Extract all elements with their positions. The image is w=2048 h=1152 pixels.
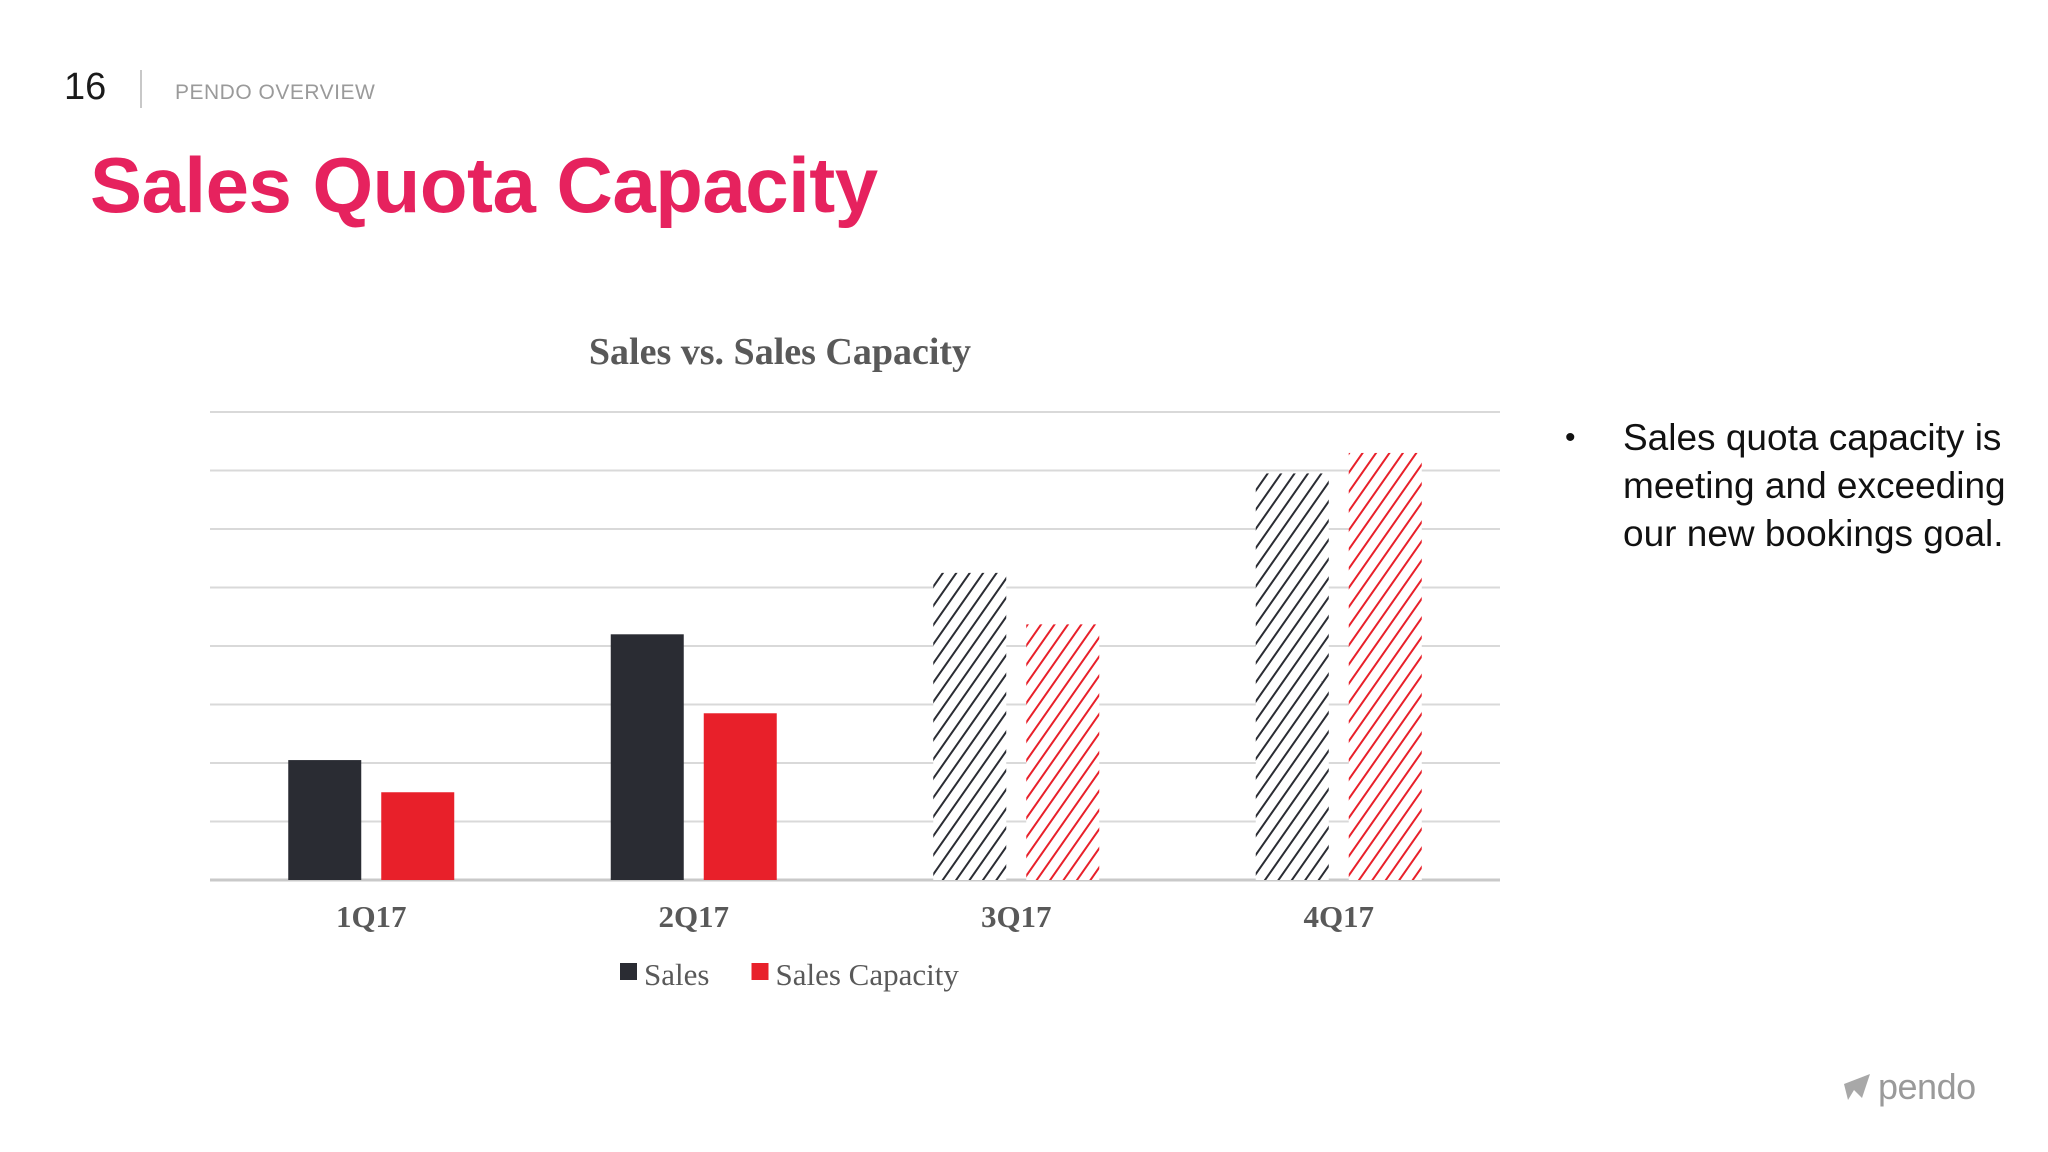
legend-swatch-sales-capacity (751, 963, 769, 980)
bar-sales-1q17 (288, 760, 362, 880)
bullet-dot-icon: • (1565, 421, 1576, 454)
pendo-logo: pendo (1840, 1066, 1976, 1108)
chart-legend: Sales Sales Capacity (620, 957, 959, 992)
bar-sales-capacity-1q17 (381, 792, 455, 880)
bullet-text: Sales quota capacity is meeting and exce… (1623, 417, 2006, 554)
bar-sales-4q17 (1255, 473, 1329, 880)
legend-label: Sales (644, 957, 709, 992)
chart-title: Sales vs. Sales Capacity (589, 331, 971, 373)
bar-sales-capacity-3q17 (1026, 624, 1100, 880)
bar-sales-capacity-4q17 (1348, 452, 1422, 880)
pendo-logo-icon (1844, 1074, 1870, 1100)
slide-title: Sales Quota Capacity (90, 141, 878, 229)
x-tick-label: 2Q17 (658, 899, 729, 934)
chart-x-ticks: 1Q17 2Q17 3Q17 4Q17 (336, 899, 1374, 934)
bar-sales-3q17 (933, 572, 1007, 880)
logo-text: pendo (1878, 1066, 1976, 1107)
x-tick-label: 3Q17 (981, 899, 1052, 934)
section-label: PENDO OVERVIEW (175, 81, 376, 104)
legend-swatch-sales (620, 963, 637, 980)
legend-label: Sales Capacity (776, 957, 960, 992)
chart-bars (288, 452, 1422, 880)
header-divider (140, 70, 142, 108)
bar-sales-capacity-2q17 (703, 713, 777, 880)
x-tick-label: 4Q17 (1303, 899, 1374, 934)
bar-sales-2q17 (610, 634, 684, 880)
x-tick-label: 1Q17 (336, 899, 407, 934)
bullet-item: • Sales quota capacity is meeting and ex… (1565, 414, 2035, 558)
slide-number: 16 (64, 66, 107, 108)
